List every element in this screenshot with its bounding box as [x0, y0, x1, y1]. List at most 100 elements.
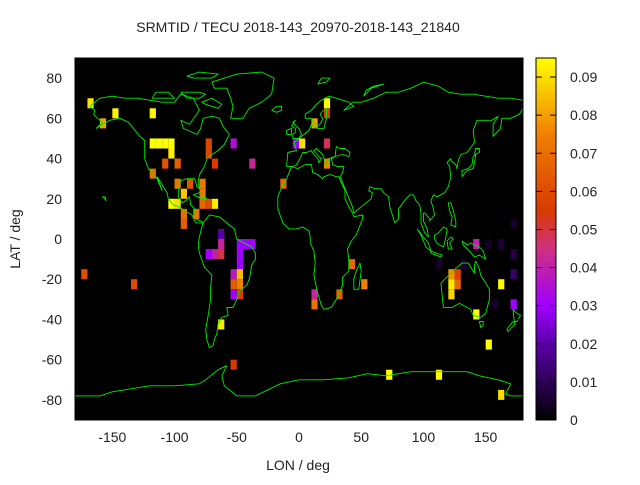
data-cell	[162, 138, 169, 149]
data-cell	[236, 239, 243, 250]
data-cell	[149, 138, 156, 149]
x-axis: -150 -100 -50 0 50 100 150	[98, 58, 498, 445]
data-cell	[87, 98, 94, 109]
coastline	[277, 164, 363, 310]
data-cell	[299, 138, 306, 149]
data-cell	[199, 178, 206, 189]
chart-title: SRMTID / TECU 2018-143_20970-2018-143_21…	[136, 19, 460, 35]
colorbar-tick-label: 0.07	[570, 145, 597, 161]
coastline	[430, 250, 443, 258]
data-cell	[218, 319, 225, 330]
coastline	[474, 148, 480, 155]
data-cell	[323, 138, 331, 149]
data-cell	[323, 98, 331, 109]
data-cell	[230, 279, 237, 290]
data-cell	[510, 269, 517, 280]
data-cell	[348, 259, 355, 270]
data-cell	[230, 269, 237, 280]
coastline	[317, 77, 331, 85]
data-cell	[81, 269, 88, 280]
coastline	[201, 97, 223, 109]
x-tick-label: 0	[295, 429, 303, 445]
data-cell	[448, 279, 455, 290]
colorbar-tick-label: 0.09	[570, 69, 597, 85]
coastline	[286, 127, 292, 135]
data-cell	[230, 289, 237, 300]
data-cell	[249, 158, 256, 169]
data-cell	[131, 279, 138, 290]
data-cell	[193, 208, 200, 219]
coastline	[102, 196, 107, 202]
data-cell	[168, 198, 175, 209]
data-cell	[180, 188, 187, 199]
data-cell	[211, 158, 219, 169]
data-cell	[292, 138, 299, 149]
data-cell	[218, 239, 225, 250]
y-tick-label: -40	[42, 311, 62, 327]
data-cell	[361, 279, 368, 290]
data-cell	[180, 208, 187, 219]
y-tick-label: -20	[42, 271, 62, 287]
data-cell	[448, 289, 455, 300]
coastline	[180, 91, 207, 99]
x-axis-label: LON / deg	[266, 457, 330, 473]
data-cell	[386, 369, 393, 380]
y-axis-label: LAT / deg	[7, 209, 23, 268]
x-tick-label: -150	[98, 429, 126, 445]
data-cell	[498, 239, 505, 250]
coastline	[186, 71, 219, 79]
y-axis: 80 60 40 20 0 -20 -40 -60 -80	[42, 70, 523, 408]
data-cell	[311, 289, 318, 300]
data-cell	[336, 289, 343, 300]
data-cell	[435, 259, 443, 270]
coastline	[151, 91, 176, 99]
colorbar	[535, 57, 557, 421]
data-cell	[155, 138, 163, 149]
data-cell	[473, 309, 480, 320]
colorbar-tick-label: 0.01	[570, 374, 597, 390]
colorbar-tick-label: 0	[570, 412, 578, 428]
colorbar-tick-label: 0.03	[570, 298, 597, 314]
coastline	[363, 83, 385, 97]
data-cell	[311, 299, 318, 310]
data-cell	[498, 389, 505, 400]
data-cell	[236, 279, 243, 290]
data-cell	[323, 108, 331, 119]
coastline	[89, 93, 230, 224]
data-cell	[236, 269, 243, 280]
data-cell	[180, 218, 187, 229]
data-cell	[199, 198, 206, 209]
data-cell	[230, 359, 237, 370]
data-cell	[435, 369, 443, 380]
data-cell	[205, 138, 212, 149]
data-cell	[236, 249, 243, 260]
coastline	[461, 240, 487, 260]
coastline	[461, 154, 477, 177]
data-cell	[218, 249, 225, 260]
data-cell	[174, 178, 181, 189]
coastline	[353, 262, 362, 290]
data-cell	[498, 279, 505, 290]
colorbar-tick-label: 0.05	[570, 221, 597, 237]
data-cell	[510, 299, 517, 310]
coastline	[434, 226, 448, 248]
coastline	[286, 108, 523, 238]
data-cell	[460, 259, 467, 270]
coastlines	[75, 71, 523, 397]
coastline	[416, 228, 432, 252]
data-cell	[485, 239, 492, 250]
x-tick-label: 50	[353, 429, 369, 445]
data-cell	[211, 249, 219, 260]
y-tick-label: -60	[42, 352, 62, 368]
data-cell	[205, 249, 212, 260]
data-cell	[112, 108, 119, 119]
coastline	[271, 105, 283, 113]
x-tick-label: 150	[474, 429, 498, 445]
colorbar-tick-label: 0.06	[570, 183, 597, 199]
coastline	[75, 365, 523, 397]
coastline	[447, 202, 457, 228]
data-cell	[510, 218, 517, 229]
colorbar-tick-label: 0.04	[570, 260, 597, 276]
